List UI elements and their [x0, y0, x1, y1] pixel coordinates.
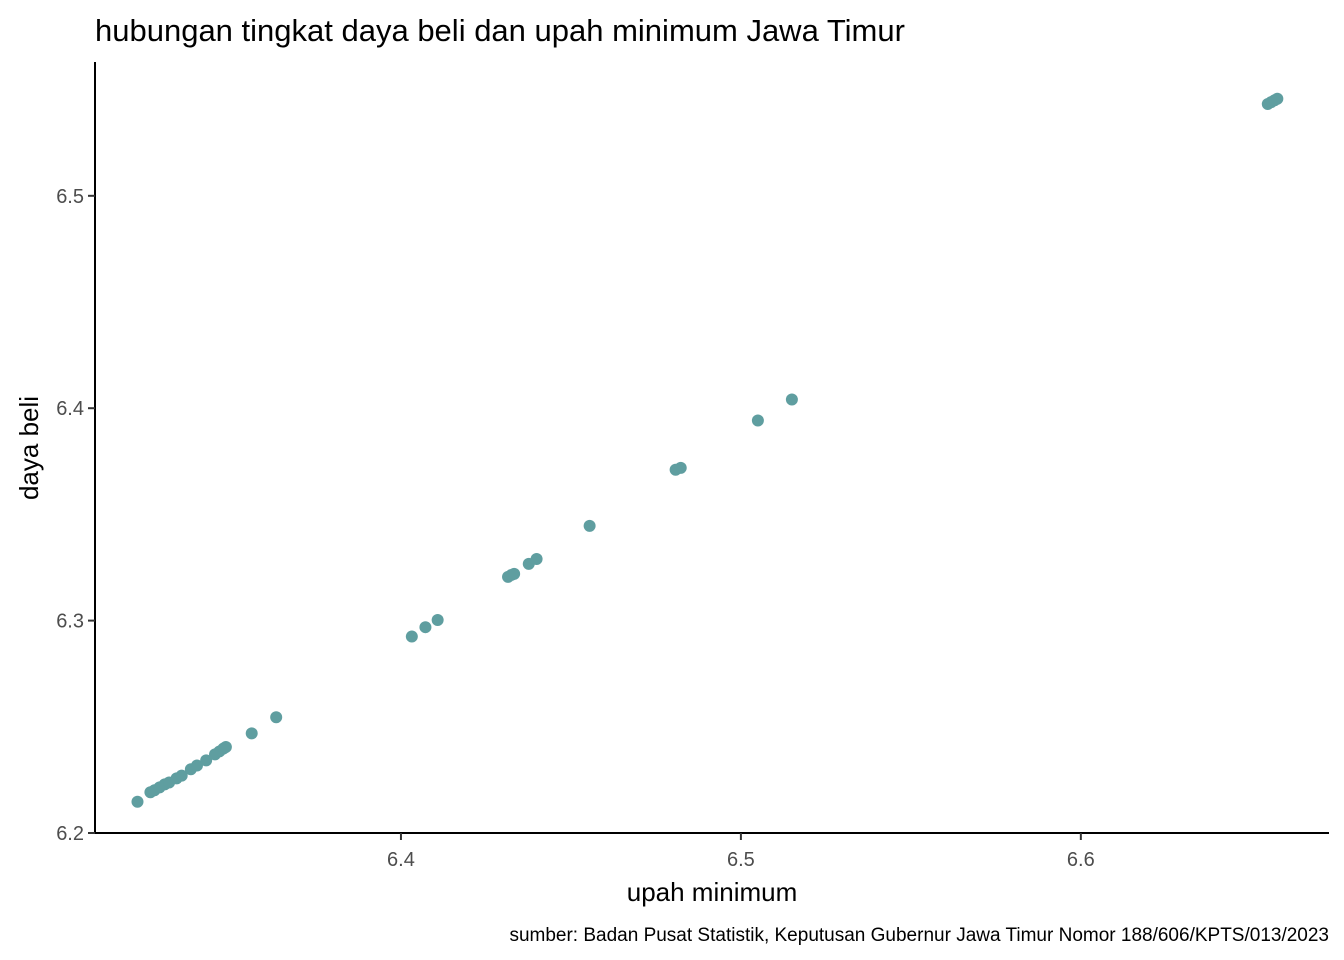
data-point — [508, 567, 521, 580]
y-tick-label: 6.3 — [56, 611, 84, 633]
data-point — [583, 519, 596, 532]
x-axis-ticks: 6.4 6.5 6.6 — [387, 833, 1095, 871]
data-point — [785, 393, 798, 406]
y-tick-label: 6.4 — [56, 398, 84, 420]
data-point — [131, 795, 144, 808]
y-tick-label: 6.5 — [56, 186, 84, 208]
data-point — [751, 414, 764, 427]
data-point — [219, 740, 232, 753]
data-point — [245, 727, 258, 740]
data-points — [131, 92, 1284, 808]
x-tick-label: 6.4 — [387, 849, 415, 871]
y-tick-label: 6.2 — [56, 823, 84, 845]
data-point — [530, 553, 543, 566]
data-point — [405, 630, 418, 643]
data-point — [175, 769, 188, 782]
data-point — [419, 621, 432, 634]
data-point — [200, 754, 213, 767]
y-axis-ticks: 6.2 6.3 6.4 6.5 — [56, 186, 95, 845]
data-point — [431, 613, 444, 626]
data-point — [270, 711, 283, 724]
y-axis-title: daya beli — [14, 396, 44, 500]
data-point — [190, 759, 203, 772]
data-point — [674, 461, 687, 474]
data-point — [1271, 92, 1284, 105]
source-caption: sumber: Badan Pusat Statistik, Keputusan… — [509, 925, 1329, 946]
x-tick-label: 6.5 — [727, 849, 755, 871]
x-axis-title: upah minimum — [627, 877, 798, 907]
x-tick-label: 6.6 — [1067, 849, 1095, 871]
chart-title: hubungan tingkat daya beli dan upah mini… — [95, 13, 905, 48]
